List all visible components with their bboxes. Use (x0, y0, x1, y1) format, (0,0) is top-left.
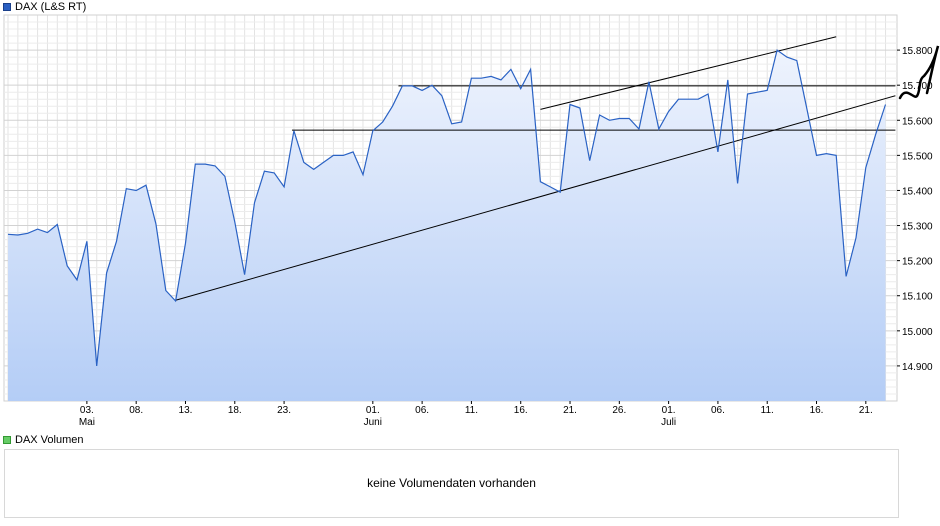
x-tick-label: 11. (761, 405, 774, 416)
x-tick-label: 23. (277, 405, 291, 416)
volume-legend: DAX Volumen (3, 434, 83, 446)
y-tick-label: 15.500 (902, 151, 933, 162)
x-tick-label: 06. (415, 405, 429, 416)
y-tick-label: 15.800 (902, 46, 933, 57)
x-tick-label: 11. (465, 405, 478, 416)
y-tick-label: 15.300 (902, 222, 933, 233)
x-tick-label: 13. (179, 405, 193, 416)
x-tick-label: 08. (129, 405, 143, 416)
x-tick-label: 01. (366, 405, 380, 416)
y-tick-label: 15.600 (902, 116, 933, 127)
x-tick-label: 26. (612, 405, 626, 416)
volume-panel: keine Volumendaten vorhanden (4, 449, 899, 518)
trend-line (540, 36, 837, 110)
x-tick-month: Juli (661, 417, 676, 428)
y-tick-label: 15.000 (902, 327, 933, 338)
y-tick-label: 14.900 (902, 362, 933, 373)
price-legend-label: DAX (L&S RT) (15, 1, 87, 13)
x-tick-month: Mai (79, 417, 95, 428)
volume-legend-swatch (3, 436, 11, 444)
x-tick-label: 03. (80, 405, 94, 416)
price-legend: DAX (L&S RT) (3, 1, 86, 13)
price-legend-swatch (3, 3, 11, 11)
y-tick-label: 15.100 (902, 292, 933, 303)
y-tick-label: 15.200 (902, 257, 933, 268)
x-tick-label: 18. (228, 405, 242, 416)
y-axis: 14.900 15.000 15.100 15.200 15.300 15.400 15.5… (897, 46, 933, 373)
x-tick-label: 16. (810, 405, 824, 416)
y-tick-label: 15.700 (902, 81, 933, 92)
x-tick-label: 21. (859, 405, 873, 416)
volume-legend-label: DAX Volumen (15, 434, 84, 446)
x-tick-month: Juni (364, 417, 382, 428)
handwritten-mark (898, 45, 940, 100)
x-tick-label: 21. (563, 405, 577, 416)
x-tick-label: 16. (514, 405, 528, 416)
price-area (8, 50, 886, 401)
y-tick-label: 15.400 (902, 186, 933, 197)
volume-empty-message: keine Volumendaten vorhanden (367, 476, 536, 490)
price-chart[interactable]: 14.900 15.000 15.100 15.200 15.300 15.400 15.5… (0, 0, 940, 432)
x-tick-label: 06. (711, 405, 725, 416)
price-line (7, 49, 887, 366)
x-tick-label: 01. (662, 405, 676, 416)
trend-lines (175, 36, 896, 301)
